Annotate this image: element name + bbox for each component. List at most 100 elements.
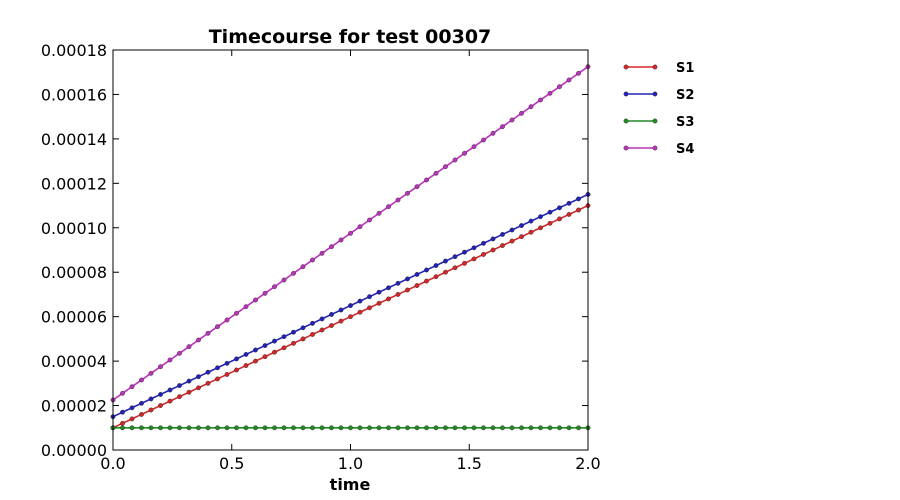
series-s2 [110, 192, 591, 420]
legend-item-s3: S3 [623, 115, 694, 130]
data-point [139, 400, 144, 406]
data-point [319, 316, 325, 322]
data-point [443, 425, 448, 431]
data-point [490, 236, 496, 242]
data-point [329, 323, 334, 328]
legend-marker [623, 118, 629, 124]
series-layer [110, 64, 591, 431]
data-point [177, 350, 182, 356]
legend-label: S3 [676, 115, 694, 130]
data-point [186, 425, 192, 431]
data-point [177, 383, 182, 388]
data-point [566, 425, 572, 431]
data-point [395, 425, 401, 431]
x-tick-label: 2.0 [575, 454, 600, 473]
data-point [186, 344, 192, 350]
data-point [281, 277, 287, 283]
data-point [272, 338, 277, 344]
data-point [167, 398, 173, 404]
data-point [566, 212, 572, 217]
data-point [433, 274, 439, 280]
data-point [120, 425, 125, 431]
data-point [186, 389, 192, 395]
x-tick-label: 1.0 [338, 454, 363, 473]
data-point [519, 425, 524, 431]
data-point [424, 177, 429, 183]
data-point [357, 298, 363, 304]
data-point [224, 317, 230, 323]
data-point [462, 260, 467, 266]
data-point [291, 329, 296, 335]
data-point [500, 124, 505, 130]
data-point [243, 425, 249, 431]
data-point [120, 420, 125, 426]
legend-label: S2 [676, 88, 694, 103]
data-point [319, 327, 325, 333]
data-point [357, 425, 363, 431]
data-point [471, 144, 477, 150]
data-point [139, 377, 144, 383]
data-point [253, 358, 258, 364]
data-point [576, 425, 581, 431]
data-point [509, 425, 515, 431]
ticks-layer: 0.0 0.5 1.0 1.5 2.0 0.00000 0.00002 0.00004 0.00… [41, 41, 601, 473]
data-point [205, 425, 211, 431]
data-point [405, 276, 410, 282]
legend-label: S4 [676, 142, 694, 157]
data-point [576, 70, 581, 76]
data-point [576, 196, 581, 202]
data-point [148, 425, 154, 431]
legend-marker [652, 118, 658, 124]
data-point [376, 425, 382, 431]
data-point [500, 425, 505, 431]
data-point [500, 232, 505, 237]
data-point [481, 137, 486, 143]
data-point [490, 247, 496, 253]
data-point [367, 294, 372, 300]
legend-marker [623, 145, 629, 151]
data-point [319, 250, 325, 256]
data-point [414, 184, 420, 190]
x-tick-label: 1.5 [457, 454, 482, 473]
data-point [538, 97, 543, 103]
legend-marker [652, 64, 658, 70]
data-point [300, 425, 306, 431]
data-point [310, 320, 315, 326]
data-point [414, 283, 420, 288]
legend-marker [652, 145, 658, 151]
data-point [272, 349, 277, 355]
data-point [310, 332, 315, 337]
data-point [424, 267, 429, 273]
data-point [462, 150, 467, 156]
data-point [224, 372, 230, 377]
data-point [538, 214, 543, 220]
data-point [386, 296, 391, 302]
data-point [262, 354, 268, 360]
legend-item-s1: S1 [623, 61, 694, 76]
data-point [205, 369, 211, 375]
data-point [167, 387, 173, 393]
data-point [471, 425, 477, 431]
data-point [528, 229, 534, 235]
y-tick-label: 0.00018 [41, 41, 107, 60]
data-point [234, 310, 239, 316]
data-point [120, 409, 125, 415]
data-point [129, 416, 135, 422]
data-point [348, 314, 353, 320]
legend-marker [652, 91, 658, 97]
data-point [329, 244, 334, 250]
data-point [167, 425, 173, 431]
data-point [528, 104, 534, 110]
data-point [490, 425, 496, 431]
data-point [490, 130, 496, 136]
data-point [481, 252, 486, 257]
data-point [120, 390, 125, 396]
data-point [300, 325, 306, 331]
data-point [139, 425, 144, 431]
data-point [196, 337, 201, 343]
data-point [158, 392, 163, 397]
data-point [367, 217, 372, 223]
y-tick-label: 0.00012 [41, 174, 107, 193]
data-point [129, 425, 135, 431]
data-point [357, 309, 363, 315]
